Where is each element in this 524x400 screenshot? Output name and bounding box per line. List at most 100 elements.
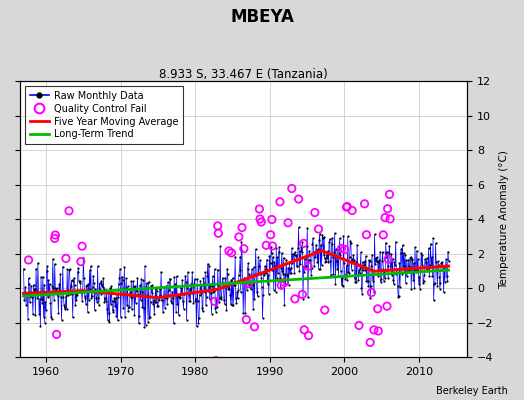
Point [288, 185, 296, 192]
Point [364, 278, 372, 284]
Point [391, 239, 400, 245]
Point [165, 287, 173, 294]
Point [46, 281, 54, 287]
Point [354, 261, 362, 268]
Point [40, 281, 48, 288]
Point [110, 298, 118, 304]
Point [422, 265, 430, 271]
Point [344, 233, 352, 240]
Point [244, 260, 253, 266]
Point [372, 258, 380, 265]
Point [268, 250, 276, 257]
Point [297, 244, 305, 250]
Point [204, 260, 212, 267]
Point [258, 284, 266, 290]
Point [284, 265, 292, 272]
Point [127, 278, 135, 284]
Point [116, 314, 125, 320]
Point [182, 279, 190, 285]
Point [276, 199, 284, 205]
Point [274, 270, 282, 276]
Point [357, 249, 365, 256]
Point [192, 296, 200, 302]
Point [352, 278, 361, 285]
Point [268, 243, 277, 249]
Point [198, 304, 206, 311]
Point [226, 292, 234, 298]
Point [60, 301, 68, 308]
Point [199, 308, 207, 314]
Point [400, 250, 408, 256]
Point [37, 296, 46, 302]
Point [159, 293, 168, 300]
Point [279, 254, 288, 261]
Point [321, 255, 329, 262]
Point [179, 298, 187, 304]
Point [403, 272, 411, 279]
Point [299, 296, 307, 302]
Point [23, 290, 31, 296]
Point [188, 290, 196, 296]
Point [149, 300, 157, 307]
Point [128, 306, 136, 312]
Point [117, 280, 125, 286]
Point [334, 273, 343, 280]
Point [191, 298, 200, 304]
Point [189, 300, 198, 306]
Point [141, 322, 150, 328]
Point [171, 292, 179, 298]
Point [248, 266, 256, 272]
Point [174, 293, 182, 300]
Point [214, 281, 223, 288]
Point [276, 275, 284, 282]
Point [215, 298, 223, 305]
Point [294, 224, 303, 230]
Point [281, 271, 289, 277]
Point [328, 241, 336, 247]
Point [229, 302, 237, 308]
Point [85, 267, 94, 274]
Point [314, 246, 322, 252]
Point [367, 283, 375, 290]
Point [112, 295, 120, 301]
Point [286, 269, 294, 276]
Point [163, 301, 171, 307]
Point [43, 294, 52, 300]
Point [210, 288, 218, 294]
Point [109, 309, 117, 315]
Point [63, 292, 72, 299]
Point [346, 238, 354, 244]
Point [377, 276, 386, 282]
Point [352, 258, 360, 265]
Point [82, 300, 90, 307]
Point [341, 272, 349, 278]
Point [247, 272, 256, 279]
Point [318, 232, 326, 238]
Point [374, 306, 382, 312]
Point [136, 282, 144, 288]
Point [90, 307, 99, 313]
Point [272, 274, 281, 281]
Point [195, 292, 204, 298]
Point [337, 245, 346, 252]
Point [132, 287, 140, 293]
Point [50, 261, 59, 267]
Point [143, 280, 151, 286]
Point [242, 316, 250, 323]
Point [305, 248, 313, 254]
Point [195, 315, 203, 321]
Point [420, 278, 428, 284]
Point [394, 294, 402, 300]
Point [135, 320, 143, 326]
Y-axis label: Temperature Anomaly (°C): Temperature Anomaly (°C) [499, 150, 509, 288]
Point [80, 275, 88, 281]
Point [32, 265, 40, 272]
Point [36, 295, 44, 302]
Point [319, 252, 328, 258]
Point [105, 319, 114, 325]
Point [72, 296, 81, 303]
Point [249, 306, 257, 312]
Point [353, 242, 362, 248]
Point [339, 283, 347, 289]
Point [288, 245, 296, 252]
